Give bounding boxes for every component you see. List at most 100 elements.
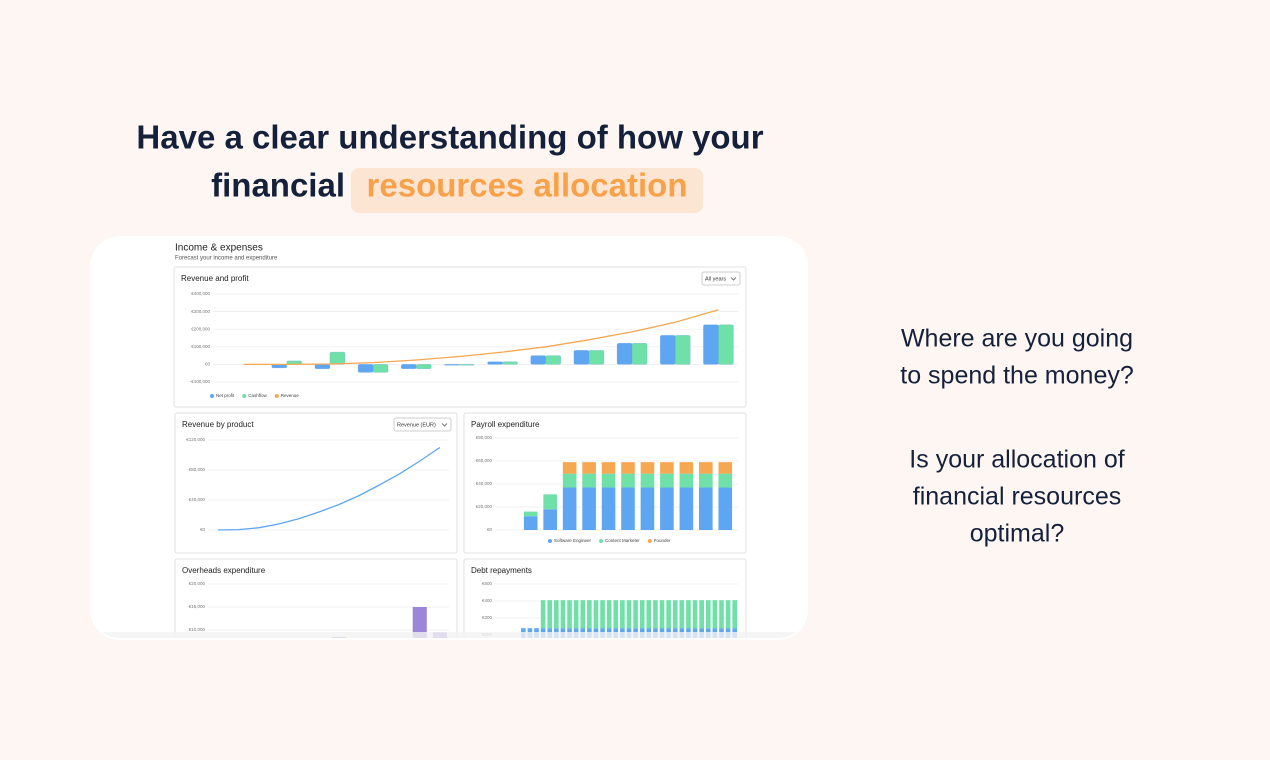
series-line	[218, 446, 441, 531]
legend-marker	[274, 394, 279, 398]
question-line: optimal?	[970, 520, 1065, 548]
dropdown[interactable]	[393, 417, 452, 432]
legend-label: Content Marketer	[605, 538, 640, 543]
legend-label: Net profit	[216, 393, 235, 398]
bar-segment	[621, 473, 635, 488]
bar-segment	[580, 600, 586, 629]
bar-segment	[621, 487, 635, 530]
bar-segment	[601, 487, 616, 530]
question-line: Is your allocation of	[909, 446, 1124, 474]
bar-segment	[699, 473, 713, 488]
panel-title: Payroll expenditure	[471, 420, 540, 429]
bar-segment	[679, 600, 685, 629]
questions: Where are you going to spend the money? Is…	[900, 325, 1134, 548]
bar-segment	[562, 462, 577, 474]
legend-label: Founder	[654, 538, 671, 543]
bar-segment	[699, 487, 713, 530]
bar-segment	[660, 473, 674, 488]
y-tick-label: €100,000	[191, 344, 210, 349]
bar	[314, 364, 331, 370]
y-tick-label: €0	[487, 527, 493, 532]
heading: Have a clear understanding of how your	[136, 119, 763, 156]
question-line: to spend the money?	[900, 362, 1134, 390]
y-tick-label: €80,000	[476, 435, 493, 440]
y-tick-label: -€100,000	[190, 379, 211, 384]
legend-marker	[242, 394, 247, 398]
y-tick-label: €10,000	[189, 627, 206, 632]
bar	[660, 335, 676, 365]
y-tick-label: €500	[482, 581, 493, 586]
y-tick-label: €15,000	[189, 604, 206, 609]
bar-segment	[679, 487, 694, 530]
legend-label: Revenue	[281, 393, 300, 398]
bar-segment	[719, 600, 724, 629]
bar-segment	[672, 600, 678, 629]
legend-marker	[599, 539, 604, 543]
bar	[675, 335, 691, 365]
panel	[174, 412, 458, 554]
bar-segment	[562, 487, 577, 530]
bar	[573, 350, 590, 365]
bar	[329, 351, 346, 365]
bar-segment	[412, 607, 427, 638]
bar	[718, 324, 734, 365]
bar	[502, 361, 518, 365]
highlight-bg	[351, 168, 703, 213]
fade	[90, 632, 808, 638]
bar-segment	[666, 600, 671, 629]
bar-segment	[699, 462, 713, 474]
panel-title: Revenue by product	[182, 420, 254, 429]
bar-segment	[554, 600, 559, 629]
y-tick-label: €40,000	[476, 481, 493, 486]
bar-segment	[660, 487, 674, 530]
y-tick-label: €400	[482, 598, 493, 603]
bar	[444, 364, 460, 366]
bar	[616, 343, 633, 365]
bar-segment	[718, 462, 733, 474]
bar-segment	[620, 600, 625, 629]
panel-title: Revenue and profit	[181, 274, 249, 283]
bar-segment	[582, 462, 596, 474]
bar	[401, 364, 417, 370]
chevron	[730, 277, 737, 281]
bar-segment	[732, 600, 738, 629]
panel	[463, 558, 747, 638]
panel	[174, 558, 458, 638]
dashboard: Income & expenses Forecast your income a…	[90, 243, 808, 638]
bar-segment	[547, 600, 553, 629]
bar-segment	[593, 600, 599, 629]
bar-segment	[621, 462, 635, 474]
legend-marker	[210, 394, 214, 398]
y-tick-label: €200,000	[191, 326, 210, 331]
bar	[588, 350, 605, 365]
bar	[530, 355, 546, 365]
y-tick-label: €0	[205, 362, 211, 367]
dropdown-label: All years	[705, 276, 726, 282]
series-line	[243, 309, 719, 366]
bar	[357, 364, 374, 373]
legend-marker	[548, 539, 552, 543]
bar-segment	[705, 600, 711, 629]
bar-segment	[659, 600, 665, 629]
bar-segment	[587, 600, 592, 629]
bar-segment	[640, 473, 655, 488]
bar-segment	[562, 473, 577, 488]
bar-segment	[523, 516, 538, 530]
y-tick-label: €300	[482, 615, 493, 620]
bar-segment	[679, 473, 694, 488]
dashboard-subtitle: Forecast your income and expenditure	[175, 256, 278, 262]
y-tick-label: €20,000	[189, 581, 206, 586]
bar-segment	[718, 473, 733, 488]
dashboard-title: Income & expenses	[175, 243, 263, 254]
bar-segment	[626, 600, 632, 629]
bar-segment	[699, 600, 704, 629]
bar-segment	[646, 600, 652, 629]
chevron	[441, 423, 448, 427]
bar	[372, 364, 389, 373]
bar	[459, 364, 475, 366]
dropdown[interactable]	[701, 271, 741, 286]
legend-label: Cashflow	[248, 393, 267, 398]
bar-segment	[653, 600, 658, 629]
y-tick-label: €40,000	[189, 497, 206, 502]
bar-segment	[540, 600, 546, 629]
